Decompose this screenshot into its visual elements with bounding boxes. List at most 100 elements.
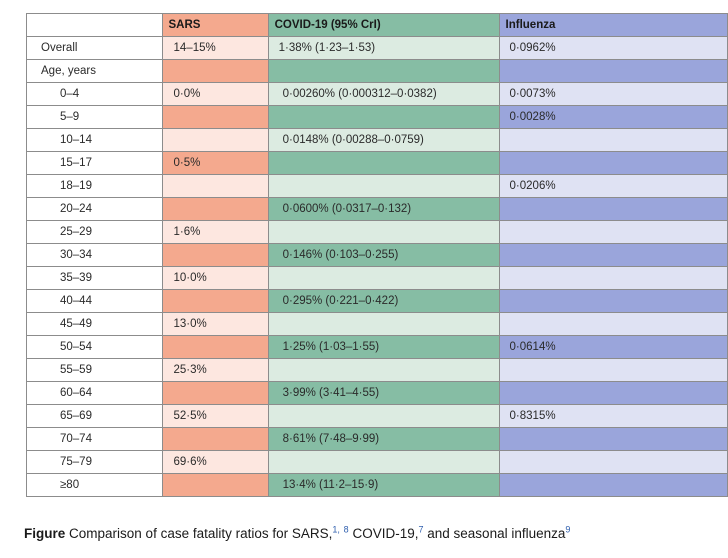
table-row: 65–69 52·5% 0·8315% xyxy=(26,404,728,428)
flu-cell xyxy=(498,243,728,267)
table-row: 25–29 1·6% xyxy=(26,220,728,244)
row-label: 75–79 xyxy=(26,450,163,474)
row-label: Age, years xyxy=(26,59,163,83)
table-row: 5–9 0·0028% xyxy=(26,105,728,129)
covid-cell xyxy=(267,151,500,175)
sars-cell xyxy=(161,128,269,152)
sars-cell: 10·0% xyxy=(161,266,269,290)
flu-cell xyxy=(498,381,728,405)
flu-cell xyxy=(498,151,728,175)
sars-cell xyxy=(161,427,269,451)
sars-cell xyxy=(161,174,269,198)
sars-cell: 13·0% xyxy=(161,312,269,336)
covid-cell xyxy=(267,105,500,129)
row-label: 50–54 xyxy=(26,335,163,359)
sars-cell xyxy=(161,105,269,129)
flu-cell xyxy=(498,197,728,221)
table-row: 45–49 13·0% xyxy=(26,312,728,336)
flu-cell xyxy=(498,128,728,152)
row-label: 60–64 xyxy=(26,381,163,405)
header-label-column xyxy=(26,13,163,37)
table-row: 75–79 69·6% xyxy=(26,450,728,474)
figure-caption: Figure Comparison of case fatality ratio… xyxy=(24,524,571,541)
covid-cell xyxy=(267,174,500,198)
row-label: 40–44 xyxy=(26,289,163,313)
flu-cell xyxy=(498,220,728,244)
sars-cell xyxy=(161,381,269,405)
flu-cell xyxy=(498,427,728,451)
table-row: 35–39 10·0% xyxy=(26,266,728,290)
sars-cell: 0·0% xyxy=(161,82,269,106)
covid-cell: 13·4% (11·2–15·9) xyxy=(267,473,500,497)
flu-cell xyxy=(498,59,728,83)
row-label: 15–17 xyxy=(26,151,163,175)
caption-text-2: COVID-19, xyxy=(352,526,419,541)
row-label: 20–24 xyxy=(26,197,163,221)
covid-cell: 0·146% (0·103–0·255) xyxy=(267,243,500,267)
row-label: 18–19 xyxy=(26,174,163,198)
covid-cell xyxy=(267,59,500,83)
sars-cell xyxy=(161,59,269,83)
caption-ref-1[interactable]: 1, xyxy=(332,524,340,535)
sars-cell: 0·5% xyxy=(161,151,269,175)
covid-cell: 8·61% (7·48–9·99) xyxy=(267,427,500,451)
flu-cell: 0·0028% xyxy=(498,105,728,129)
flu-cell: 0·0206% xyxy=(498,174,728,198)
table-row: 55–59 25·3% xyxy=(26,358,728,382)
caption-prefix: Figure xyxy=(24,526,66,541)
header-sars: SARS xyxy=(161,13,269,37)
table-row: 30–34 0·146% (0·103–0·255) xyxy=(26,243,728,267)
cfr-comparison-table: SARS COVID-19 (95% CrI) Influenza Overal… xyxy=(26,13,728,497)
flu-cell xyxy=(498,289,728,313)
row-label: 35–39 xyxy=(26,266,163,290)
row-label: Overall xyxy=(26,36,163,60)
flu-cell xyxy=(498,266,728,290)
table-row: Age, years xyxy=(26,59,728,83)
sars-cell: 1·6% xyxy=(161,220,269,244)
flu-cell: 0·0614% xyxy=(498,335,728,359)
row-label: 0–4 xyxy=(26,82,163,106)
covid-cell: 1·38% (1·23–1·53) xyxy=(267,36,500,60)
flu-cell xyxy=(498,358,728,382)
sars-cell xyxy=(161,335,269,359)
sars-cell xyxy=(161,243,269,267)
caption-ref-2[interactable]: 8 xyxy=(343,524,349,535)
table-row: 60–64 3·99% (3·41–4·55) xyxy=(26,381,728,405)
table-row: 20–24 0·0600% (0·0317–0·132) xyxy=(26,197,728,221)
row-label: 30–34 xyxy=(26,243,163,267)
row-label: 70–74 xyxy=(26,427,163,451)
sars-cell xyxy=(161,473,269,497)
covid-cell: 1·25% (1·03–1·55) xyxy=(267,335,500,359)
sars-cell: 52·5% xyxy=(161,404,269,428)
sars-cell: 25·3% xyxy=(161,358,269,382)
table-row: Overall 14–15% 1·38% (1·23–1·53) 0·0962% xyxy=(26,36,728,60)
flu-cell: 0·0962% xyxy=(498,36,728,60)
header-influenza: Influenza xyxy=(498,13,728,37)
flu-cell xyxy=(498,473,728,497)
table-row: 0–4 0·0% 0·00260% (0·000312–0·0382) 0·0073% xyxy=(26,82,728,106)
covid-cell xyxy=(267,220,500,244)
row-label: 55–59 xyxy=(26,358,163,382)
row-label: 65–69 xyxy=(26,404,163,428)
header-covid: COVID-19 (95% CrI) xyxy=(267,13,500,37)
caption-ref-4[interactable]: 9 xyxy=(565,524,571,535)
table-row: 50–54 1·25% (1·03–1·55) 0·0614% xyxy=(26,335,728,359)
covid-cell xyxy=(267,312,500,336)
row-label: 45–49 xyxy=(26,312,163,336)
table-row: ≥80 13·4% (11·2–15·9) xyxy=(26,473,728,497)
table-row: 10–14 0·0148% (0·00288–0·0759) xyxy=(26,128,728,152)
row-label: 25–29 xyxy=(26,220,163,244)
covid-cell xyxy=(267,404,500,428)
covid-cell: 0·0600% (0·0317–0·132) xyxy=(267,197,500,221)
caption-text-3: and seasonal influenza xyxy=(427,526,566,541)
covid-cell: 0·0148% (0·00288–0·0759) xyxy=(267,128,500,152)
row-label: 5–9 xyxy=(26,105,163,129)
row-label: 10–14 xyxy=(26,128,163,152)
covid-cell: 3·99% (3·41–4·55) xyxy=(267,381,500,405)
table-body: Overall 14–15% 1·38% (1·23–1·53) 0·0962% Age… xyxy=(26,36,728,497)
sars-cell: 69·6% xyxy=(161,450,269,474)
covid-cell: 0·295% (0·221–0·422) xyxy=(267,289,500,313)
row-label: ≥80 xyxy=(26,473,163,497)
table-row: 40–44 0·295% (0·221–0·422) xyxy=(26,289,728,313)
caption-ref-3[interactable]: 7 xyxy=(418,524,424,535)
